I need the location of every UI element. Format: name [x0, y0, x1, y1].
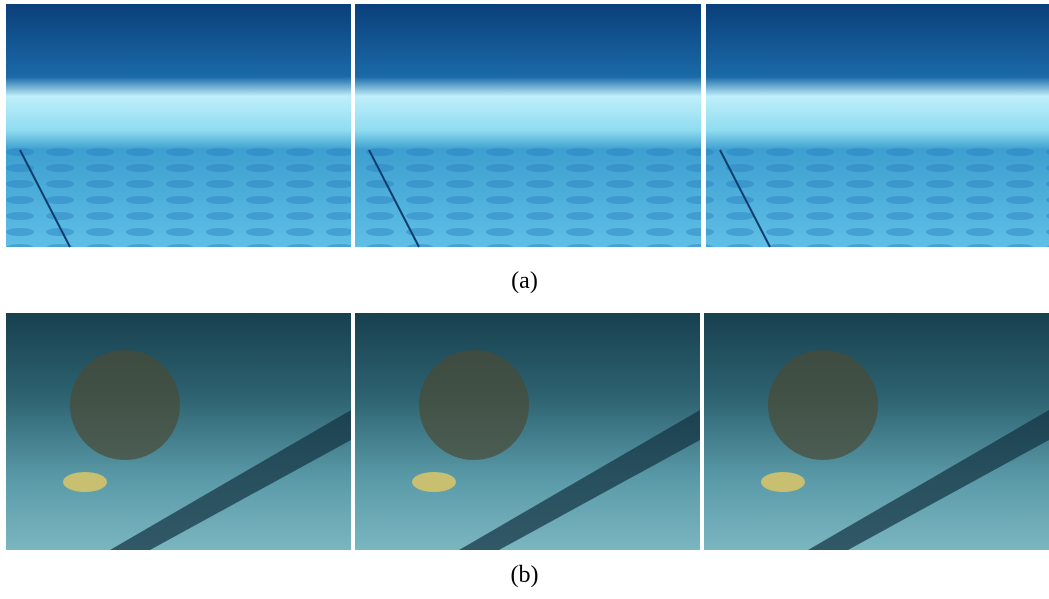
reef-image — [704, 313, 1049, 550]
reef-image — [355, 313, 700, 550]
reef-image — [6, 313, 351, 550]
image-grid — [0, 0, 1049, 599]
pool-image — [706, 4, 1049, 247]
figure: (a) (b) (() => { const data = JSON.parse… — [0, 0, 1049, 599]
pool-image — [6, 4, 351, 247]
caption: (b) — [0, 562, 1049, 589]
row-b — [6, 313, 1049, 550]
pool-image — [355, 4, 701, 247]
row-a — [6, 4, 1049, 247]
caption: (a) — [0, 268, 1049, 295]
